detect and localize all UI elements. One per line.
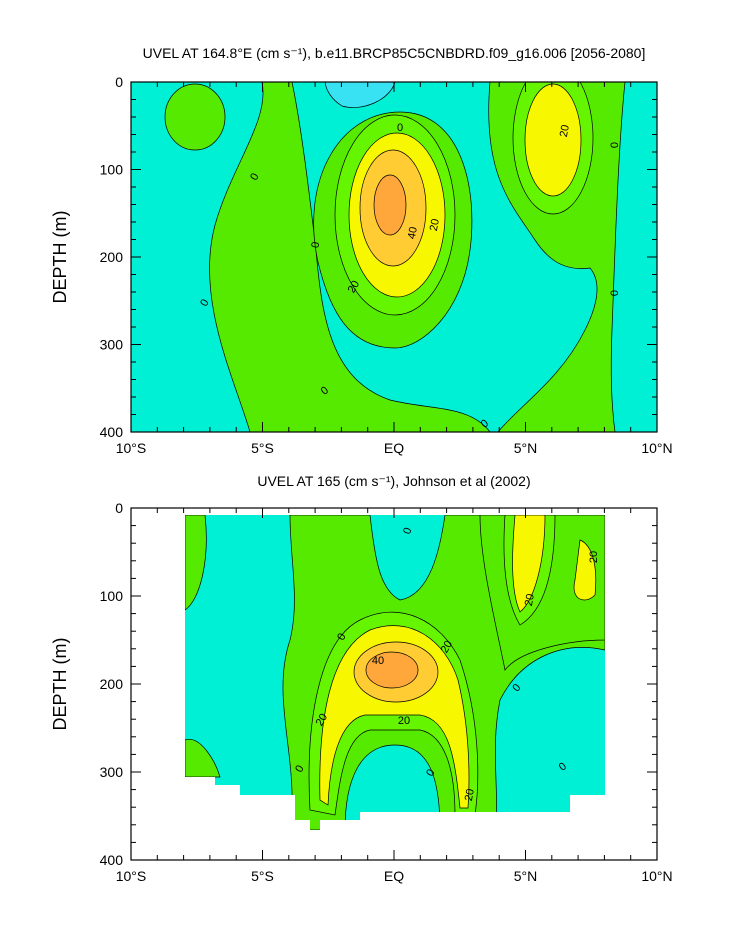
contour-label: 20 [398,715,410,727]
y-tick-label: 0 [115,500,123,516]
contour-label: 0 [248,171,261,182]
y-tick-label: 300 [100,337,124,353]
x-tick-label: EQ [384,868,404,884]
chart-title: UVEL AT 164.8°E (cm s⁻¹), b.e11.BRCP85C5… [143,45,646,61]
contour-fills [185,515,605,830]
contour-label: 0 [335,631,348,642]
contour-label: 0 [309,241,322,249]
y-tick-label: 0 [115,74,123,90]
contour-label: 0 [293,763,306,774]
contour-band [324,82,396,108]
contour-band [512,515,546,613]
contour-label: 20 [428,218,442,232]
contour-band [344,744,441,830]
contour-label: 20 [463,788,477,802]
y-axis-label: DEPTH (m) [50,211,70,304]
x-tick-label: 10°N [641,440,672,456]
contour-label: 0 [609,142,621,148]
y-tick-label: 100 [100,162,124,178]
contour-band [185,739,221,778]
contour-label: 0 [424,767,437,778]
x-tick-label: 10°S [116,868,147,884]
x-tick-label: EQ [384,440,404,456]
contour-fills [131,82,657,432]
contour-label: 0 [609,290,621,296]
contour-label: 40 [406,226,420,240]
contour-band [524,83,582,197]
contour-band [164,83,226,151]
contour-band [373,174,407,236]
contour-label: 20 [523,593,537,607]
y-tick-label: 200 [100,676,124,692]
contour-label: 20 [314,712,331,729]
contour-label: 0 [401,526,414,536]
contour-label: 0 [198,297,211,308]
x-tick-label: 5°N [514,868,538,884]
contour-label: 20 [558,124,572,138]
x-tick-label: 10°N [641,868,672,884]
x-tick-label: 5°S [251,440,274,456]
y-tick-label: 300 [100,764,124,780]
contour-label: 20 [346,279,363,296]
contour-label: 20 [439,639,456,656]
x-tick-label: 5°S [251,868,274,884]
y-tick-label: 200 [100,249,124,265]
x-tick-label: 10°S [116,440,147,456]
x-tick-label: 5°N [514,440,538,456]
contour-label: 0 [397,122,403,134]
chart-title: UVEL AT 165 (cm s⁻¹), Johnson et al (200… [257,473,530,489]
contour-label: 40 [372,655,384,667]
contour-band [365,651,419,689]
y-tick-label: 400 [100,424,124,440]
y-axis-label: DEPTH (m) [50,638,70,731]
contour-band [185,515,207,611]
contour-label: 20 [588,551,600,563]
y-tick-label: 100 [100,588,124,604]
contour-band [209,82,491,432]
contour-band [573,539,597,601]
y-tick-label: 400 [100,852,124,868]
